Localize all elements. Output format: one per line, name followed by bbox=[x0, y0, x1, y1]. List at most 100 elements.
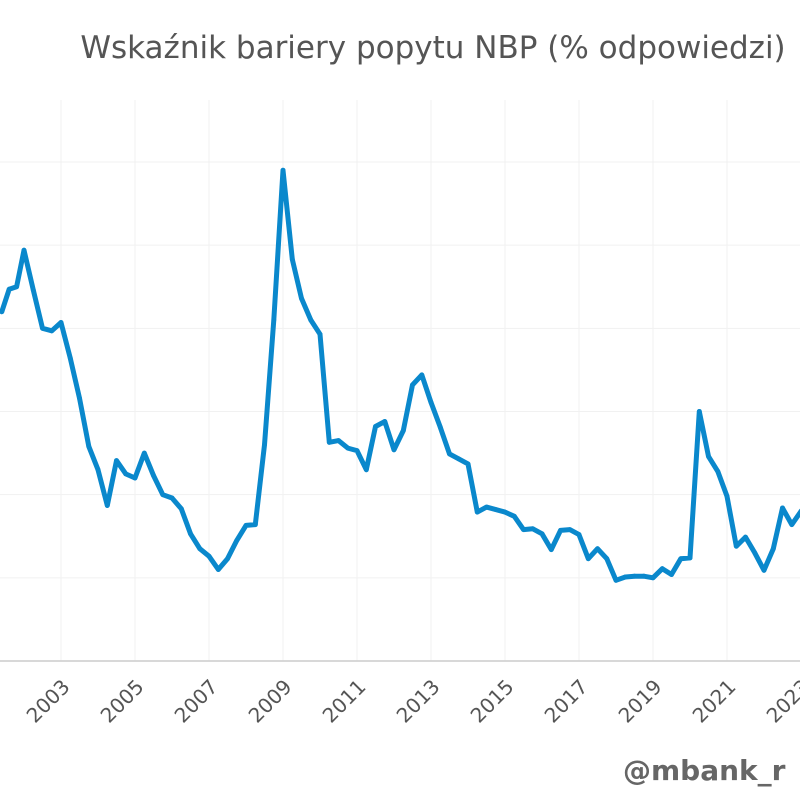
data-point bbox=[521, 527, 526, 532]
data-point bbox=[696, 409, 702, 414]
data-point bbox=[151, 473, 156, 478]
data-point bbox=[215, 567, 221, 572]
chart-title: Wskaźnik bariery popytu NBP (% odpowiedz… bbox=[80, 30, 786, 66]
data-point bbox=[456, 456, 462, 462]
data-point bbox=[474, 509, 480, 515]
data-point bbox=[530, 526, 536, 532]
x-tick-label: 2003 bbox=[22, 675, 75, 728]
x-tick-label: 2013 bbox=[392, 675, 445, 728]
data-point bbox=[437, 424, 443, 430]
data-point bbox=[789, 522, 795, 527]
data-point bbox=[289, 256, 295, 262]
data-point bbox=[632, 573, 637, 579]
data-point bbox=[141, 450, 147, 456]
data-point bbox=[428, 400, 434, 405]
data-point bbox=[715, 469, 721, 474]
data-point bbox=[160, 492, 166, 498]
data-point bbox=[743, 534, 748, 540]
data-point bbox=[262, 442, 267, 448]
data-point bbox=[761, 567, 767, 573]
data-point bbox=[77, 395, 82, 401]
x-tick-label: 2017 bbox=[540, 675, 593, 728]
x-tick-label: 2015 bbox=[466, 675, 519, 728]
data-point bbox=[40, 325, 45, 331]
data-point bbox=[567, 527, 573, 532]
data-point bbox=[548, 547, 554, 552]
data-point bbox=[169, 495, 175, 501]
data-point bbox=[243, 523, 249, 528]
data-point bbox=[234, 538, 240, 543]
data-point bbox=[30, 287, 36, 293]
data-point bbox=[280, 167, 286, 173]
data-point bbox=[0, 309, 5, 315]
data-point bbox=[271, 317, 277, 323]
x-tick-label: 2021 bbox=[688, 675, 741, 728]
data-point bbox=[447, 451, 452, 457]
data-point bbox=[465, 461, 471, 467]
data-point bbox=[6, 286, 12, 292]
grid bbox=[0, 100, 800, 661]
data-point bbox=[373, 424, 378, 429]
x-tick-label: 2011 bbox=[318, 675, 371, 728]
data-point bbox=[132, 475, 138, 481]
data-point bbox=[21, 247, 27, 253]
data-point bbox=[687, 555, 693, 561]
data-point bbox=[493, 507, 499, 512]
data-point bbox=[345, 445, 351, 451]
data-point bbox=[410, 382, 415, 388]
data-point bbox=[197, 546, 203, 552]
data-point bbox=[641, 573, 647, 579]
x-tick-label: 2023 bbox=[762, 675, 800, 728]
data-point bbox=[733, 543, 739, 549]
data-point bbox=[317, 331, 323, 337]
data-point bbox=[326, 439, 332, 445]
data-point bbox=[336, 438, 341, 443]
data-point bbox=[178, 506, 184, 512]
data-point bbox=[622, 574, 628, 580]
data-point bbox=[299, 296, 304, 301]
data-point bbox=[678, 556, 684, 562]
data-point bbox=[391, 447, 397, 453]
data-point bbox=[770, 546, 776, 552]
data-point bbox=[104, 503, 110, 508]
data-point bbox=[752, 550, 758, 556]
data-point bbox=[14, 284, 19, 290]
data-point bbox=[308, 317, 314, 323]
data-point bbox=[613, 577, 619, 583]
data-point bbox=[123, 471, 129, 477]
x-tick-label: 2007 bbox=[170, 675, 223, 728]
data-point bbox=[354, 448, 360, 453]
data-point bbox=[669, 572, 674, 577]
data-point bbox=[558, 528, 563, 533]
x-tick-label: 2005 bbox=[96, 675, 149, 728]
data-point bbox=[539, 531, 545, 537]
data-point bbox=[724, 493, 730, 499]
data-point bbox=[650, 575, 656, 581]
data-point bbox=[206, 553, 212, 559]
data-point bbox=[363, 467, 369, 473]
data-point bbox=[604, 556, 610, 562]
data-point bbox=[706, 454, 711, 459]
data-point bbox=[511, 513, 517, 519]
data-point bbox=[188, 531, 193, 537]
series-line-0 bbox=[0, 167, 800, 583]
data-point bbox=[67, 355, 73, 361]
x-tick-labels: 2003 2005 2007 2009 2011 2013 2015 2017 2019 2021… bbox=[22, 675, 800, 728]
x-tick-label: 2019 bbox=[614, 675, 667, 728]
data-point bbox=[576, 532, 582, 537]
x-tick-label: 2009 bbox=[244, 675, 297, 728]
data-point bbox=[225, 556, 230, 562]
data-point bbox=[400, 428, 406, 433]
data-point bbox=[585, 556, 591, 562]
data-point bbox=[58, 320, 64, 325]
data-point bbox=[502, 509, 508, 515]
data-point bbox=[595, 546, 600, 552]
series-layer bbox=[0, 167, 800, 583]
data-point bbox=[484, 504, 489, 510]
data-point bbox=[49, 328, 55, 334]
data-point bbox=[114, 458, 119, 463]
data-point bbox=[659, 566, 665, 572]
data-point bbox=[780, 505, 785, 511]
watermark: @mbank_r bbox=[623, 754, 786, 787]
data-point bbox=[419, 372, 425, 378]
